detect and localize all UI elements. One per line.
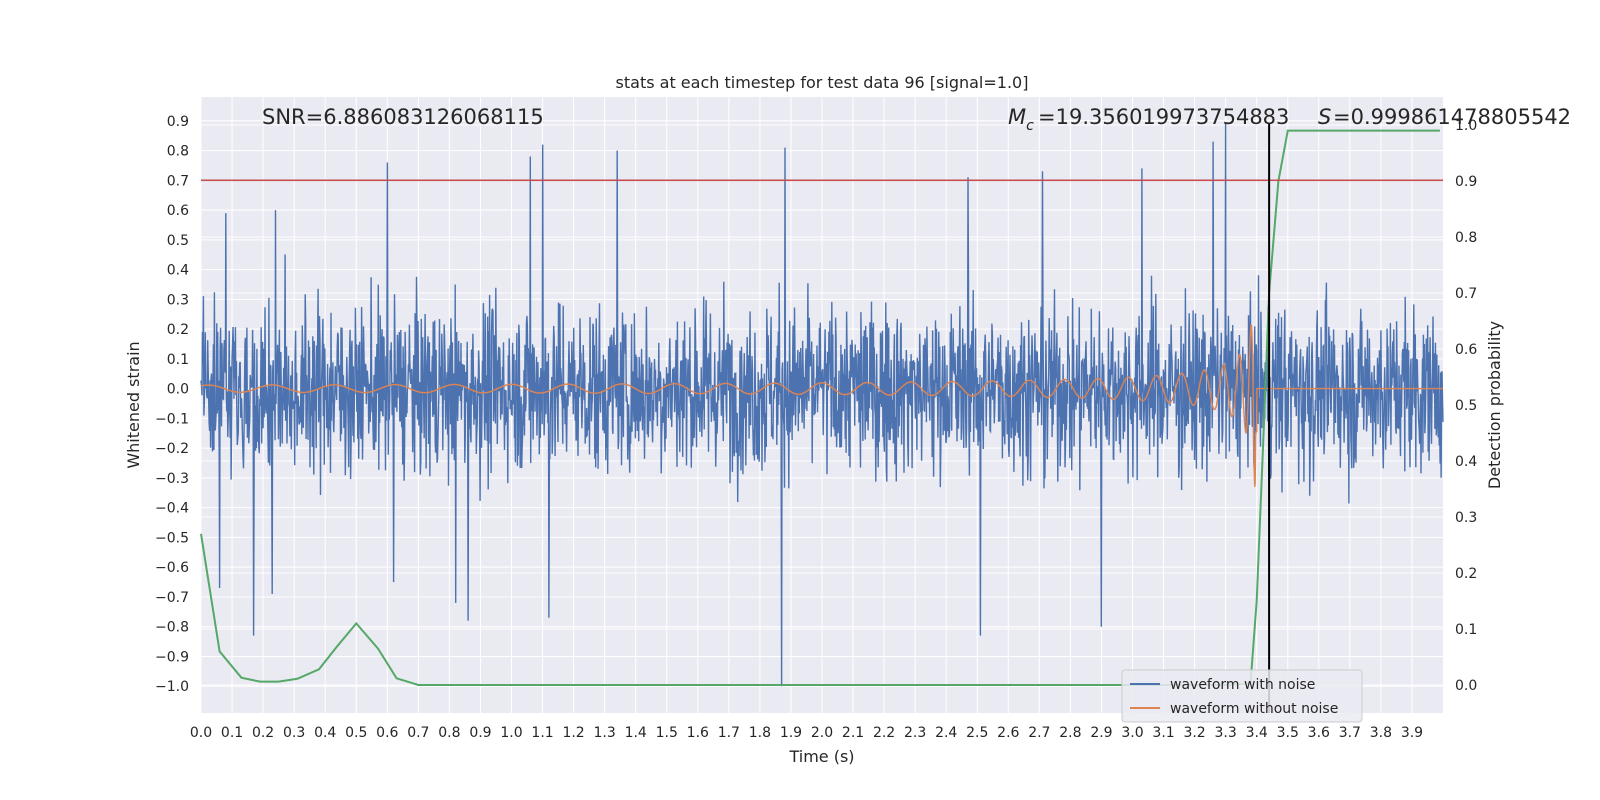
x-tick-label: 1.5: [656, 725, 678, 741]
x-tick-label: 1.6: [687, 725, 709, 741]
y-left-tick-label: −0.3: [155, 471, 189, 487]
tick-labels: 0.0 0.1 0.2 0.3 0.4 0.5 0.6 0.7 0.8 0.9 1.0 1.1 1.2 1…: [155, 114, 1477, 741]
y-left-tick-label: 0.8: [167, 144, 189, 160]
x-tick-label: 1.8: [749, 725, 771, 741]
y-right-tick-label: 0.9: [1455, 174, 1477, 190]
x-tick-label: 0.2: [252, 725, 274, 741]
y-left-tick-label: −0.8: [155, 620, 189, 636]
statistic-annotation: S =0.999861478805542: [1318, 105, 1571, 129]
reference-lines: [201, 123, 1443, 713]
y-left-tick-label: −0.6: [155, 560, 189, 576]
x-tick-label: 1.1: [531, 725, 553, 741]
chart-title: stats at each timestep for test data 96 …: [616, 73, 1029, 92]
y-left-tick-label: 0.3: [167, 292, 189, 308]
x-tick-label: 0.7: [407, 725, 429, 741]
statistic-symbol: S: [1318, 105, 1331, 129]
x-tick-label: 3.6: [1308, 725, 1330, 741]
x-tick-label: 2.6: [997, 725, 1019, 741]
x-axis-label: Time (s): [788, 747, 854, 766]
legend-label-noisy: waveform with noise: [1170, 677, 1315, 693]
y-left-tick-label: 0.0: [167, 382, 189, 398]
x-tick-label: 2.8: [1059, 725, 1081, 741]
series-detection-probability: [200, 129, 1440, 686]
x-tick-label: 0.0: [190, 725, 212, 741]
statistic-value: =0.999861478805542: [1333, 105, 1571, 129]
x-tick-label: 3.3: [1215, 725, 1237, 741]
x-tick-label: 3.2: [1183, 725, 1205, 741]
x-tick-label: 3.8: [1370, 725, 1392, 741]
x-tick-label: 3.0: [1121, 725, 1143, 741]
x-tick-label: 3.7: [1339, 725, 1361, 741]
x-tick-label: 2.4: [935, 725, 957, 741]
y-left-tick-label: −0.1: [155, 411, 189, 427]
x-tick-label: 2.7: [1028, 725, 1050, 741]
y-right-tick-label: 0.8: [1455, 230, 1477, 246]
y-right-tick-label: 0.2: [1455, 566, 1477, 582]
y-right-tick-label: 0.0: [1455, 678, 1477, 694]
x-tick-label: 0.5: [345, 725, 367, 741]
y-right-tick-label: 0.5: [1455, 398, 1477, 414]
x-tick-label: 3.1: [1152, 725, 1174, 741]
legend: waveform with noise waveform without noi…: [1121, 669, 1363, 723]
x-tick-label: 1.2: [562, 725, 584, 741]
data-layer: [200, 123, 1444, 687]
y-right-tick-label: 0.3: [1455, 510, 1477, 526]
y-axis-right-label: Detection probability: [1485, 321, 1504, 489]
x-tick-label: 0.8: [438, 725, 460, 741]
y-axis-left-label: Whitened strain: [124, 341, 143, 468]
x-tick-label: 2.1: [842, 725, 864, 741]
y-left-tick-label: −0.5: [155, 530, 189, 546]
x-tick-label: 0.1: [221, 725, 243, 741]
y-right-tick-label: 0.6: [1455, 342, 1477, 358]
y-left-tick-label: 0.4: [167, 263, 189, 279]
y-left-tick-label: 0.5: [167, 233, 189, 249]
y-left-tick-label: 0.2: [167, 322, 189, 338]
x-tick-label: 2.2: [873, 725, 895, 741]
y-right-tick-label: 1.0: [1455, 118, 1477, 134]
y-left-tick-label: 0.6: [167, 203, 189, 219]
x-tick-label: 3.9: [1401, 725, 1423, 741]
x-tick-label: 0.3: [283, 725, 305, 741]
x-tick-label: 1.3: [594, 725, 616, 741]
x-tick-label: 0.6: [376, 725, 398, 741]
snr-annotation: SNR=6.886083126068115: [262, 105, 544, 129]
series-waveform-without-noise: [200, 323, 1443, 487]
y-left-tick-label: −1.0: [155, 679, 189, 695]
x-tick-label: 0.4: [314, 725, 336, 741]
y-left-tick-label: −0.4: [155, 501, 189, 517]
y-left-tick-label: 0.7: [167, 173, 189, 189]
y-left-tick-label: −0.9: [155, 649, 189, 665]
x-tick-label: 2.9: [1090, 725, 1112, 741]
y-left-tick-label: −0.7: [155, 590, 189, 606]
x-tick-label: 3.5: [1277, 725, 1299, 741]
x-tick-label: 1.4: [625, 725, 647, 741]
chirp-mass-value: =19.356019973754883: [1038, 105, 1289, 129]
y-right-tick-label: 0.7: [1455, 286, 1477, 302]
y-right-tick-label: 0.4: [1455, 454, 1477, 470]
y-left-tick-label: −0.2: [155, 441, 189, 457]
legend-box: [1121, 669, 1363, 723]
x-tick-label: 1.9: [780, 725, 802, 741]
series-waveform-with-noise: [200, 123, 1444, 687]
legend-label-clean: waveform without noise: [1170, 701, 1338, 717]
y-left-tick-label: 0.9: [167, 114, 189, 130]
x-tick-label: 2.3: [904, 725, 926, 741]
x-tick-label: 1.7: [718, 725, 740, 741]
y-right-tick-label: 0.1: [1455, 622, 1477, 638]
x-tick-label: 2.0: [811, 725, 833, 741]
x-tick-label: 2.5: [966, 725, 988, 741]
x-tick-label: 3.4: [1246, 725, 1268, 741]
x-tick-label: 1.0: [500, 725, 522, 741]
x-tick-label: 0.9: [469, 725, 491, 741]
y-left-tick-label: 0.1: [167, 352, 189, 368]
